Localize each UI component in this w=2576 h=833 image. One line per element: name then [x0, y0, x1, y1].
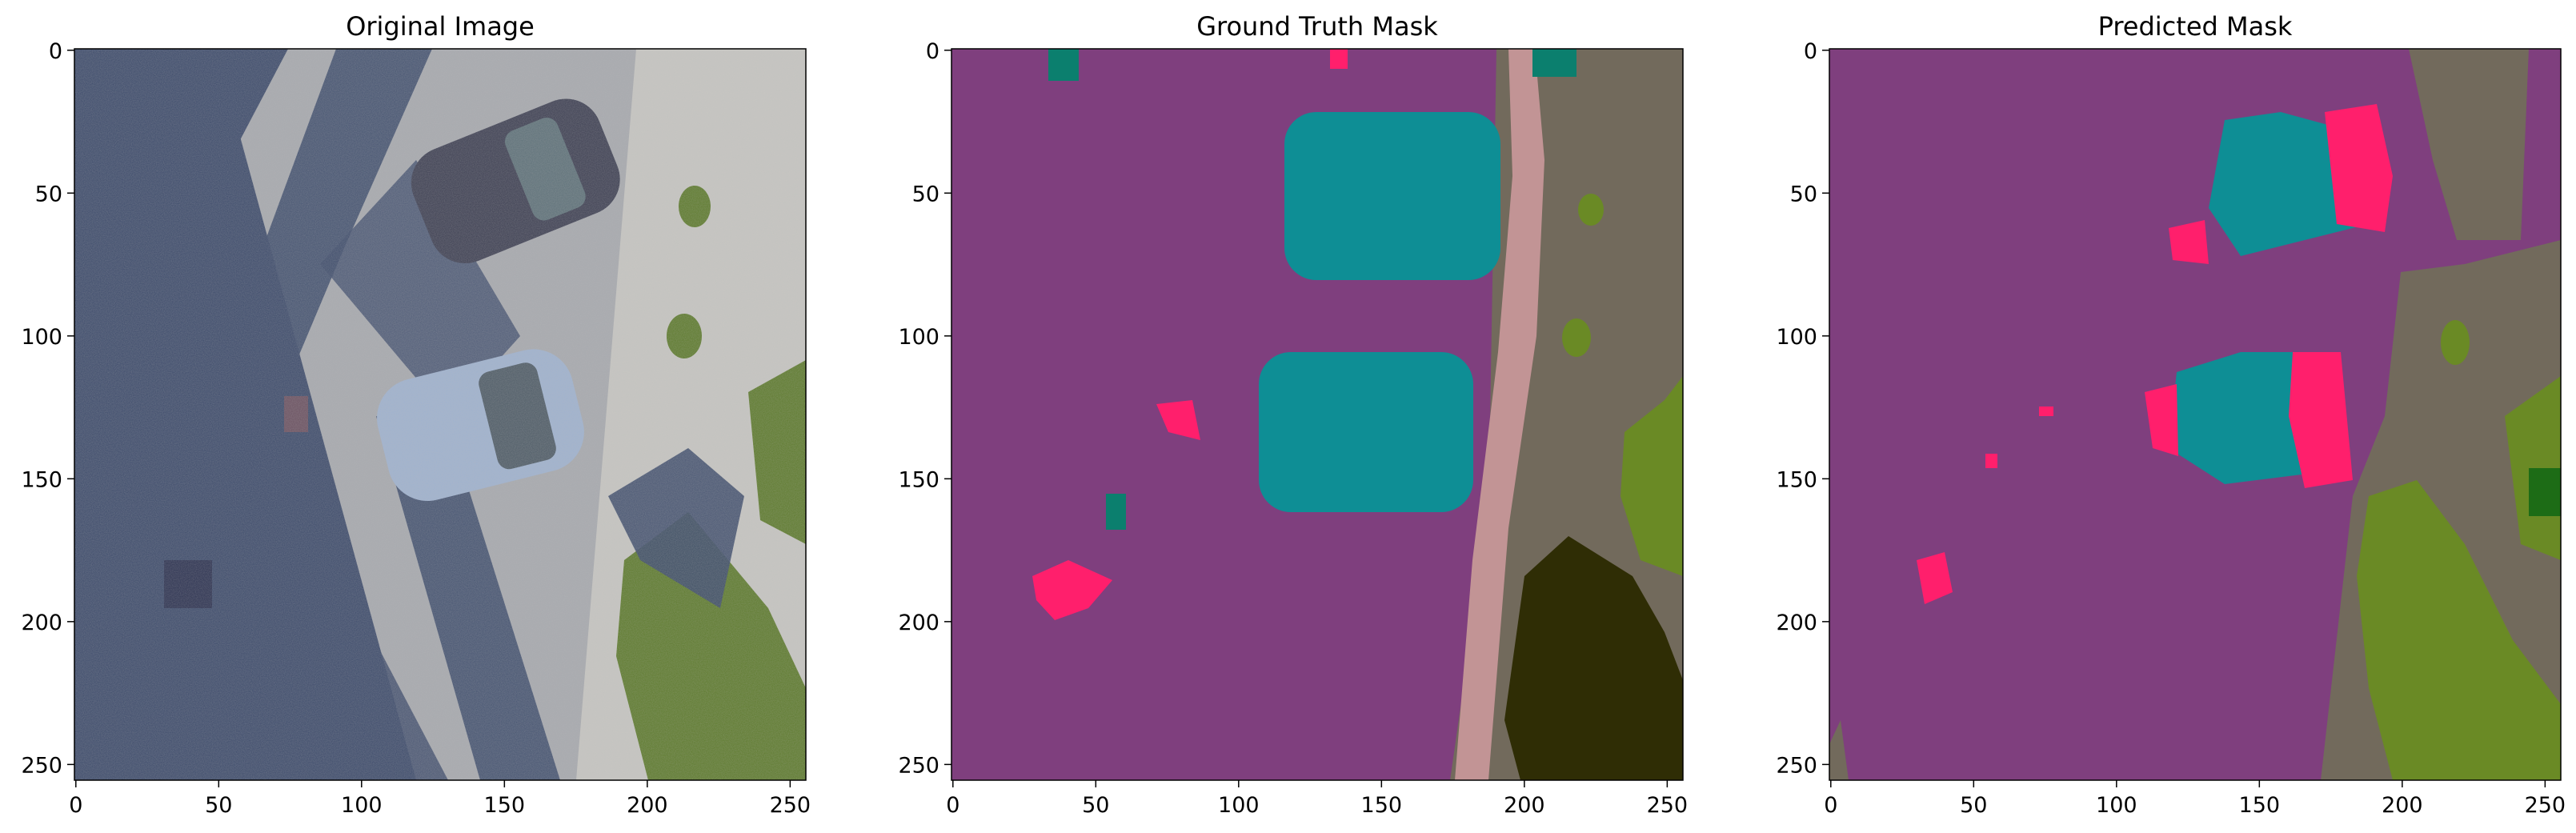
region-person [1985, 454, 1997, 468]
region-person [2289, 352, 2353, 488]
predicted-mask [1829, 49, 2561, 780]
region-car [1284, 112, 1500, 280]
y-tick-label: 100 [1776, 325, 1817, 350]
y-tick-label: 50 [1790, 182, 1817, 206]
panel-original: Original Image [21, 11, 811, 818]
x-tick-label: 50 [1082, 793, 1109, 818]
region-vegetation [1621, 376, 1683, 576]
region-path [1455, 49, 1544, 780]
x-tick-label: 150 [484, 793, 526, 818]
region-vegetation [1562, 318, 1591, 357]
x-tick-label: 50 [205, 793, 232, 818]
y-tick-label: 50 [912, 182, 939, 206]
region-car [1259, 352, 1473, 512]
x-tick-label: 250 [2525, 793, 2566, 818]
region-person [1032, 560, 1112, 620]
region-person [2145, 384, 2178, 456]
y-tick-label: 250 [898, 753, 939, 778]
y-tick-label: 150 [898, 467, 939, 492]
y-tick-label: 0 [49, 39, 62, 64]
x-tick-label: 250 [770, 793, 811, 818]
region-person [1917, 552, 1953, 604]
region-vegetation [2357, 480, 2561, 780]
region-tree [1504, 536, 1683, 780]
x-tick-label: 250 [1647, 793, 1689, 818]
panel-ground-truth: Ground Truth Mask 0 50 100 150 [898, 11, 1688, 818]
region-object [1048, 49, 1079, 81]
y-tick-label: 150 [1776, 467, 1817, 492]
axis-ticks-original: 0 50 100 150 200 250 0 50 100 150 200 250 [21, 39, 811, 818]
y-tick-label: 200 [21, 611, 62, 635]
axis-ticks-ground-truth: 0 50 100 150 200 250 0 50 100 150 200 250 [898, 39, 1688, 818]
x-tick-label: 200 [2382, 793, 2423, 818]
x-tick-label: 100 [2096, 793, 2137, 818]
region-car [2169, 352, 2321, 484]
y-tick-label: 50 [35, 182, 62, 206]
region-person [2169, 220, 2209, 264]
original-image [74, 49, 806, 780]
x-tick-label: 0 [946, 793, 959, 818]
y-tick-label: 200 [898, 611, 939, 635]
y-tick-label: 100 [898, 325, 939, 350]
panel-title-original: Original Image [346, 11, 535, 42]
y-tick-label: 150 [21, 467, 62, 492]
y-tick-label: 250 [21, 753, 62, 778]
x-tick-label: 100 [1218, 793, 1260, 818]
y-tick-label: 0 [926, 39, 939, 64]
x-tick-label: 150 [2239, 793, 2281, 818]
region-dirt [1829, 720, 1849, 780]
x-tick-label: 100 [341, 793, 383, 818]
x-tick-label: 0 [69, 793, 82, 818]
region-vegetation-dark [2529, 468, 2561, 516]
region-person [1330, 49, 1348, 69]
y-tick-label: 200 [1776, 611, 1817, 635]
region-vegetation [2441, 320, 2470, 365]
region-person [2325, 104, 2393, 232]
region-object [1532, 49, 1576, 77]
y-tick-label: 100 [21, 325, 62, 350]
panel-title-ground-truth: Ground Truth Mask [1196, 11, 1438, 42]
x-tick-label: 50 [1960, 793, 1987, 818]
x-tick-label: 0 [1824, 793, 1837, 818]
x-tick-label: 150 [1361, 793, 1403, 818]
region-person [1156, 400, 1200, 440]
region-dirt [2409, 49, 2529, 240]
region-object [1106, 494, 1126, 530]
x-tick-label: 200 [1504, 793, 1545, 818]
region-vegetation [1578, 194, 1604, 226]
axis-ticks-predicted: 0 50 100 150 200 250 0 50 100 150 200 250 [1776, 39, 2566, 818]
x-tick-label: 200 [627, 793, 668, 818]
region-person [2039, 406, 2053, 416]
y-tick-label: 0 [1804, 39, 1817, 64]
panel-title-predicted: Predicted Mask [2098, 11, 2293, 42]
y-tick-label: 250 [1776, 753, 1817, 778]
ground-truth-mask [951, 49, 1683, 780]
